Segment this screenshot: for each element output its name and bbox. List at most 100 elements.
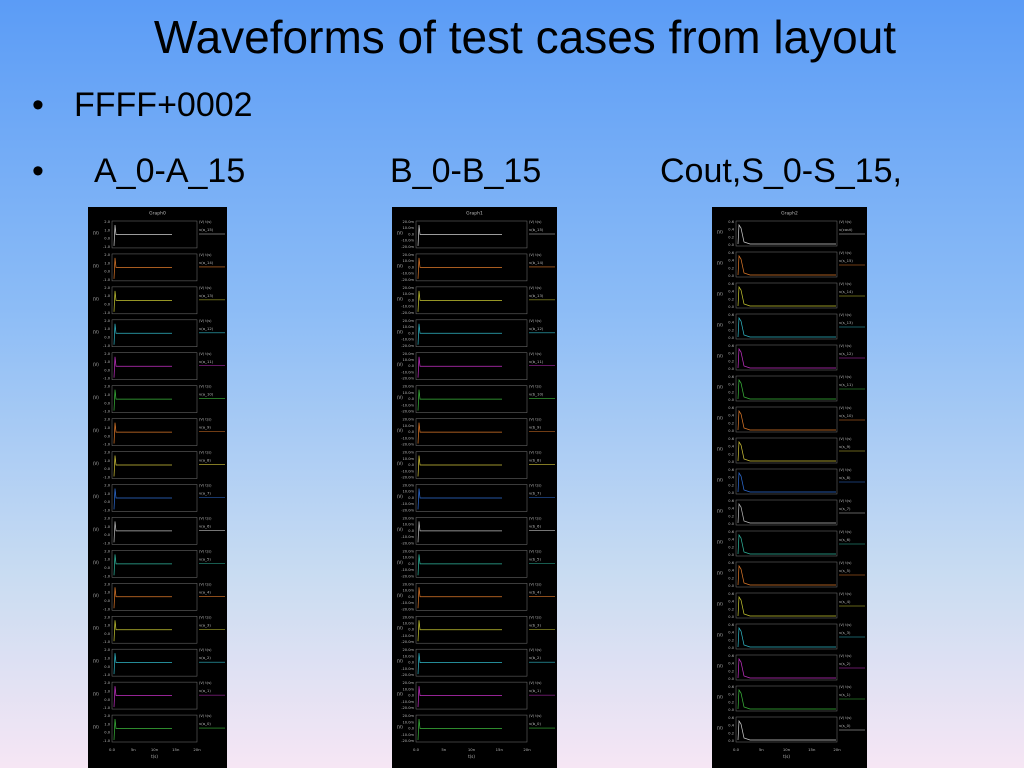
y-unit: (V) xyxy=(93,659,99,664)
y-tick-label: 2.0 xyxy=(104,220,110,224)
y-tick-label: 0.0 xyxy=(104,500,110,504)
y-tick-label: 10.0m xyxy=(402,259,414,263)
y-tick-label: 0.6 xyxy=(728,220,734,224)
y-tick-label: 0.0 xyxy=(728,429,734,433)
legend-header: (V) t(s) xyxy=(839,654,852,658)
legend-header: (V) t(s) xyxy=(529,484,542,488)
y-tick-label: 0.0 xyxy=(408,397,414,401)
legend-header: (V) t(s) xyxy=(839,592,852,596)
y-tick-label: 0.4 xyxy=(728,228,734,232)
signal-name: v(a_14) xyxy=(199,260,214,265)
signal-name: v(cout) xyxy=(839,227,853,232)
legend-header: (V) t(s) xyxy=(529,549,542,553)
legend-header: (V) t(s) xyxy=(199,418,212,422)
waveform xyxy=(737,223,836,245)
legend-header: (V) t(s) xyxy=(839,468,852,472)
plot-frame xyxy=(415,352,528,380)
y-tick-label: 0.0 xyxy=(408,628,414,632)
legend-header: (V) t(s) xyxy=(199,385,212,389)
y-tick-label: 2.0 xyxy=(104,516,110,520)
y-tick-label: 0.0 xyxy=(104,335,110,339)
waveform xyxy=(737,533,836,555)
y-tick-label: 0.2 xyxy=(728,483,734,487)
waveform xyxy=(417,455,502,477)
y-tick-label: 10.0m xyxy=(402,292,414,296)
y-tick-label: 20.0m xyxy=(402,484,414,488)
signal-name: v(s_7) xyxy=(839,506,851,511)
waveform xyxy=(417,686,502,708)
y-tick-label: 0.4 xyxy=(728,352,734,356)
y-unit: (V) xyxy=(93,230,99,235)
y-tick-label: -1.0 xyxy=(103,443,111,447)
y-tick-label: -20.0m xyxy=(401,508,414,512)
y-unit: (V) xyxy=(93,263,99,268)
waveform xyxy=(113,521,172,543)
bullet-text: FFFF+0002 xyxy=(74,86,253,124)
plot-frame xyxy=(415,451,528,479)
y-tick-label: -1.0 xyxy=(103,476,111,480)
x-tick-label: 0.0 xyxy=(733,747,740,752)
y-tick-label: 0.2 xyxy=(728,390,734,394)
signal-name: v(a_4) xyxy=(199,589,211,594)
waveform xyxy=(417,224,502,246)
waveform xyxy=(417,257,502,279)
y-tick-label: 1.0 xyxy=(104,327,110,331)
y-tick-label: 1.0 xyxy=(104,228,110,232)
y-tick-label: 0.4 xyxy=(728,414,734,418)
y-tick-label: 2.0 xyxy=(104,549,110,553)
y-unit: (V) xyxy=(717,354,723,359)
signal-name: v(a_5) xyxy=(199,556,211,561)
y-tick-label: 2.0 xyxy=(104,681,110,685)
signal-name: v(s_3) xyxy=(839,630,851,635)
y-tick-label: 0.6 xyxy=(728,623,734,627)
y-tick-label: 1.0 xyxy=(104,492,110,496)
waveform xyxy=(113,554,172,576)
waveform xyxy=(417,323,502,345)
y-tick-label: 1.0 xyxy=(104,393,110,397)
y-tick-label: -20.0m xyxy=(401,311,414,315)
y-tick-label: 10.0m xyxy=(402,589,414,593)
y-tick-label: -20.0m xyxy=(401,706,414,710)
signal-name: v(a_9) xyxy=(199,425,211,430)
y-tick-label: 0.6 xyxy=(728,251,734,255)
y-tick-label: 0.0 xyxy=(408,562,414,566)
plot-frame xyxy=(735,499,838,526)
legend-header: (V) t(s) xyxy=(529,714,542,718)
y-tick-label: -1.0 xyxy=(103,640,111,644)
waveform xyxy=(417,356,502,378)
y-unit: (V) xyxy=(93,560,99,565)
signal-name: v(a_12) xyxy=(199,326,214,331)
y-tick-label: -1.0 xyxy=(103,377,111,381)
waveform xyxy=(113,488,172,510)
y-tick-label: 10.0m xyxy=(402,358,414,362)
y-tick-label: 0.0 xyxy=(104,401,110,405)
waveform xyxy=(113,686,172,708)
plot-frame xyxy=(111,385,198,413)
y-tick-label: 0.2 xyxy=(728,452,734,456)
legend-header: (V) t(s) xyxy=(529,648,542,652)
y-tick-label: 0.0 xyxy=(728,460,734,464)
y-unit: (V) xyxy=(93,395,99,400)
legend-header: (V) t(s) xyxy=(199,352,212,356)
x-tick-label: 10n xyxy=(468,747,476,752)
signal-name: v(s_8) xyxy=(839,475,851,480)
y-tick-label: 20.0m xyxy=(402,352,414,356)
y-tick-label: -10.0m xyxy=(401,370,414,374)
plot-frame xyxy=(111,550,198,578)
y-unit: (V) xyxy=(93,362,99,367)
waveform xyxy=(737,688,836,710)
y-unit: (V) xyxy=(717,230,723,235)
waveform xyxy=(113,422,172,444)
legend-header: (V) t(s) xyxy=(199,714,212,718)
legend-header: (V) t(s) xyxy=(529,253,542,257)
waveform xyxy=(737,440,836,462)
plot-frame xyxy=(735,251,838,278)
legend-header: (V) t(s) xyxy=(199,516,212,520)
x-tick-label: 5n xyxy=(441,747,446,752)
y-unit: (V) xyxy=(717,323,723,328)
y-tick-label: -10.0m xyxy=(401,733,414,737)
y-tick-label: 0.4 xyxy=(728,569,734,573)
signal-name: v(b_9) xyxy=(529,425,541,430)
y-tick-label: 10.0m xyxy=(402,523,414,527)
y-unit: (V) xyxy=(717,540,723,545)
